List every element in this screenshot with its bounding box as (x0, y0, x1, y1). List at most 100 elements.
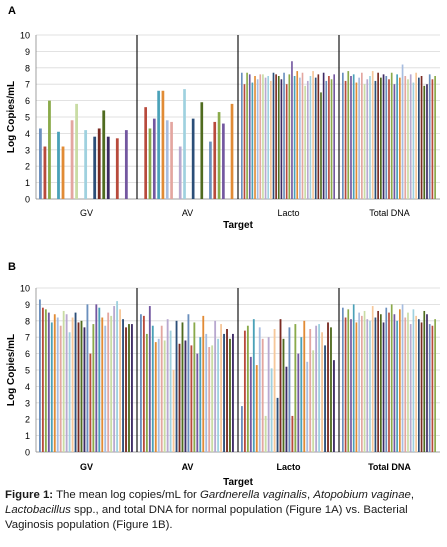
bar (50, 322, 53, 452)
bar (401, 64, 404, 200)
bar (41, 307, 44, 452)
caption-species-name: Lactobacillus (5, 504, 71, 516)
bar (361, 315, 363, 452)
bar (59, 325, 62, 452)
category-label: Lacto (276, 462, 301, 472)
bar (388, 79, 390, 199)
caption-species-name: Gardnerella vaginalis (200, 489, 308, 501)
bar (140, 314, 142, 452)
bar (124, 130, 128, 199)
bar (275, 74, 277, 199)
bar (270, 368, 273, 452)
category-label: Lacto (277, 208, 299, 218)
bar (161, 90, 165, 199)
bar (407, 79, 409, 199)
bar (93, 136, 97, 199)
bar (366, 79, 369, 199)
bar (390, 304, 393, 452)
bar (241, 406, 243, 452)
bar (157, 338, 160, 452)
y-tick-label: 10 (20, 284, 30, 294)
bar (363, 84, 366, 199)
bar (279, 319, 282, 452)
bar (418, 77, 420, 199)
bar (309, 329, 312, 452)
bar (246, 325, 249, 452)
bar (303, 320, 306, 452)
bar (202, 315, 205, 452)
bar (291, 415, 294, 452)
bar (293, 76, 296, 199)
bar (122, 319, 124, 452)
y-tick-label: 0 (25, 195, 30, 205)
bar (217, 112, 221, 199)
bar (92, 324, 95, 452)
bar (366, 319, 369, 452)
bar (95, 304, 98, 452)
bar (148, 128, 152, 199)
bar (259, 74, 262, 199)
bar (97, 128, 101, 199)
bar (404, 76, 407, 199)
bar (208, 347, 211, 452)
bar (116, 301, 119, 452)
bar (115, 138, 119, 199)
bar (110, 315, 113, 452)
bar (264, 77, 267, 199)
bar (327, 322, 329, 452)
bar (401, 304, 404, 452)
y-tick-label: 5 (25, 113, 30, 123)
bar (119, 309, 121, 452)
bar (98, 307, 101, 452)
y-tick-label: 9 (25, 300, 30, 310)
bar (248, 74, 251, 199)
bar (325, 80, 328, 199)
bar (358, 312, 360, 452)
bar (178, 146, 182, 199)
bar (220, 324, 222, 452)
bar (428, 324, 431, 452)
y-tick-label: 1 (25, 178, 30, 188)
bar (262, 74, 264, 199)
bar (152, 118, 156, 199)
bar (399, 309, 401, 452)
category-label: AV (182, 208, 193, 218)
bar (412, 309, 415, 452)
bar (169, 330, 172, 452)
bar (412, 82, 415, 199)
bar (277, 76, 280, 199)
bar (273, 329, 276, 452)
bar (344, 317, 347, 452)
bar (264, 415, 267, 452)
bar (102, 110, 106, 199)
bar (358, 77, 360, 199)
bar (369, 320, 371, 452)
caption-text: The mean log copies/mL for Gardnerella v… (5, 489, 414, 531)
bar (48, 100, 51, 199)
bar (84, 130, 88, 199)
bar (404, 317, 407, 452)
bar (251, 82, 254, 199)
bar (420, 76, 423, 199)
bar (160, 325, 163, 452)
bar (77, 322, 80, 452)
bar (399, 77, 401, 199)
bar (170, 121, 173, 199)
bar (249, 356, 252, 452)
bar (333, 360, 335, 452)
bar (371, 71, 374, 199)
y-tick-label: 6 (25, 349, 30, 359)
bar (347, 71, 350, 199)
bar (306, 361, 309, 452)
bar (291, 61, 293, 199)
bar (434, 319, 436, 452)
bar (283, 72, 285, 199)
y-tick-label: 2 (25, 415, 30, 425)
bar (254, 76, 256, 199)
bar (213, 121, 217, 199)
bar (285, 366, 288, 452)
y-tick-label: 7 (25, 80, 30, 90)
bar (390, 72, 393, 199)
bar (39, 299, 41, 452)
y-tick-label: 5 (25, 366, 30, 376)
